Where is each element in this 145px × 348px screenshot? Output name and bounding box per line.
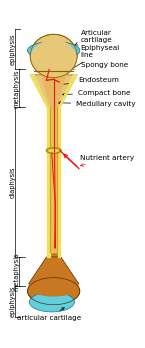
Polygon shape [47,107,50,257]
Ellipse shape [28,41,80,60]
Text: epiphysis: epiphysis [9,286,15,317]
Text: metaphysis: metaphysis [14,69,20,108]
Text: Nutrient artery: Nutrient artery [80,155,134,166]
Ellipse shape [46,148,61,153]
Ellipse shape [28,277,79,296]
Text: Spongy bone: Spongy bone [66,61,128,68]
Text: epiphysis: epiphysis [9,33,15,65]
Ellipse shape [30,40,77,78]
Text: Medullary cavity: Medullary cavity [58,101,136,107]
Polygon shape [30,75,48,107]
Polygon shape [41,75,66,107]
Polygon shape [58,107,60,257]
Polygon shape [47,107,60,257]
Polygon shape [59,75,77,107]
Text: Compact bone: Compact bone [63,90,130,96]
Polygon shape [28,257,79,284]
Ellipse shape [29,292,74,312]
Text: articular cartilage: articular cartilage [17,308,81,321]
Polygon shape [30,75,77,107]
Text: Endosteum: Endosteum [55,77,119,86]
Ellipse shape [28,278,80,305]
Ellipse shape [30,34,77,78]
Text: Articular
cartilage: Articular cartilage [75,31,113,45]
Text: metaphysis: metaphysis [14,252,20,291]
Text: diaphysis: diaphysis [9,166,15,198]
Polygon shape [50,107,57,252]
Text: Epiphyseal
line: Epiphyseal line [71,45,120,69]
